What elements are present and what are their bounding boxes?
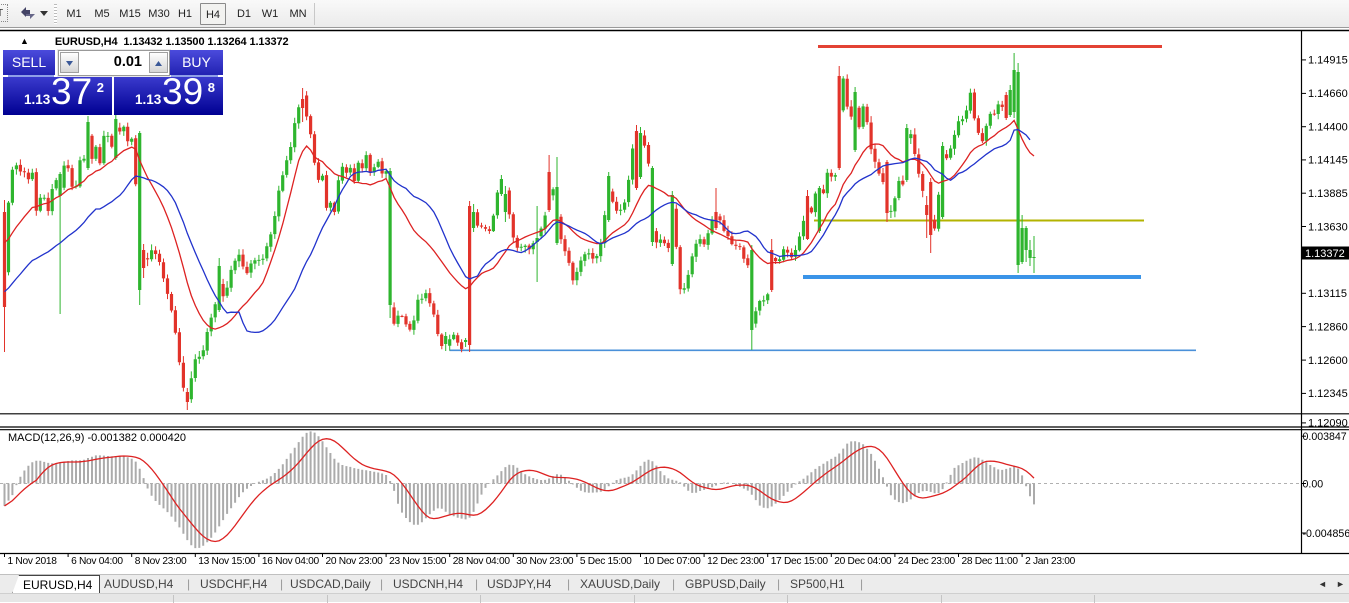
svg-text:1.12345: 1.12345: [1308, 388, 1348, 400]
svg-text:1.13372: 1.13372: [1305, 248, 1345, 260]
svg-text:12 Dec 23:00: 12 Dec 23:00: [707, 556, 765, 567]
svg-text:30 Nov 23:00: 30 Nov 23:00: [516, 556, 574, 567]
svg-text:1.13885: 1.13885: [1308, 188, 1348, 200]
svg-text:0.00: 0.00: [1303, 478, 1324, 490]
svg-text:20 Dec 04:00: 20 Dec 04:00: [834, 556, 892, 567]
svg-text:1.14915: 1.14915: [1308, 55, 1348, 67]
svg-text:23 Nov 15:00: 23 Nov 15:00: [389, 556, 447, 567]
svg-text:17 Dec 15:00: 17 Dec 15:00: [771, 556, 829, 567]
svg-text:28 Nov 04:00: 28 Nov 04:00: [453, 556, 511, 567]
svg-text:13 Nov 15:00: 13 Nov 15:00: [198, 556, 256, 567]
svg-text:28 Dec 11:00: 28 Dec 11:00: [962, 556, 1019, 567]
svg-text:20 Nov 23:00: 20 Nov 23:00: [326, 556, 384, 567]
svg-text:1.12860: 1.12860: [1308, 321, 1348, 333]
svg-text:1.13115: 1.13115: [1308, 288, 1347, 300]
svg-text:16 Nov 04:00: 16 Nov 04:00: [262, 556, 320, 567]
svg-text:1.13630: 1.13630: [1308, 221, 1348, 233]
svg-text:6 Nov 04:00: 6 Nov 04:00: [71, 556, 123, 567]
svg-text:8 Nov 23:00: 8 Nov 23:00: [135, 556, 187, 567]
svg-text:1.14400: 1.14400: [1308, 122, 1348, 134]
svg-text:24 Dec 23:00: 24 Dec 23:00: [898, 556, 956, 567]
svg-text:0.003847: 0.003847: [1303, 431, 1347, 443]
svg-text:1 Nov 2018: 1 Nov 2018: [8, 556, 58, 567]
svg-text:1.12090: 1.12090: [1308, 418, 1348, 430]
svg-text:2 Jan 23:00: 2 Jan 23:00: [1025, 556, 1076, 567]
svg-text:10 Dec 07:00: 10 Dec 07:00: [644, 556, 702, 567]
svg-text:1.12600: 1.12600: [1308, 355, 1348, 367]
svg-text:5 Dec 15:00: 5 Dec 15:00: [580, 556, 632, 567]
svg-text:MACD(12,26,9) -0.001382 0.0004: MACD(12,26,9) -0.001382 0.000420: [8, 432, 186, 444]
svg-text:1.14145: 1.14145: [1308, 155, 1348, 167]
svg-text:1.14660: 1.14660: [1308, 88, 1348, 100]
svg-text:-0.004856: -0.004856: [1303, 528, 1349, 540]
